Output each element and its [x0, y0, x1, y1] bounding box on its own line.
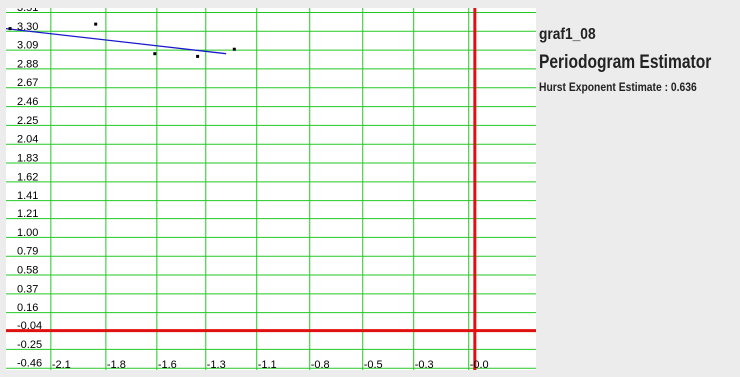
chart-title: Periodogram Estimator	[539, 52, 712, 73]
y-tick-label: 2.88	[17, 58, 38, 70]
point-layer	[8, 22, 236, 58]
y-tick-label: 2.46	[17, 96, 38, 108]
y-tick-label: 3.30	[17, 21, 38, 33]
y-tick-label: 3.09	[17, 40, 38, 52]
hurst-estimate: Hurst Exponent Estimate : 0.636	[539, 80, 711, 94]
x-tick-label: -2.1	[52, 359, 71, 370]
y-tick-label: -0.46	[17, 358, 42, 370]
x-tick-label: -1.8	[107, 359, 126, 370]
data-point	[8, 27, 12, 31]
x-tick-label: -0.5	[364, 359, 383, 370]
y-tick-label: 1.00	[17, 227, 38, 239]
y-tick-label: 0.79	[17, 246, 38, 258]
fit-layer	[6, 27, 227, 55]
chart-svg: 3.51 3.30 3.09 2.88 2.67 2.46 2.25 2.04 1.83 1.62…	[6, 8, 536, 370]
y-tick-label: 1.41	[17, 190, 38, 202]
x-tick-label: -1.1	[258, 359, 277, 370]
axis-layer	[6, 8, 536, 370]
y-tick-labels: 3.51 3.30 3.09 2.88 2.67 2.46 2.25 2.04 1.83 1.62…	[17, 8, 42, 370]
x-tick-label: -1.3	[207, 359, 226, 370]
y-tick-label: -0.04	[17, 320, 42, 332]
data-point	[196, 54, 200, 58]
chart-plot: 3.51 3.30 3.09 2.88 2.67 2.46 2.25 2.04 1.83 1.62…	[6, 8, 738, 370]
y-tick-label: 2.67	[17, 77, 38, 89]
y-tick-label: 0.58	[17, 265, 38, 277]
chart-name: graf1_08	[539, 26, 596, 43]
hurst-estimate-value: 0.636	[670, 80, 697, 94]
x-tick-label: -0.3	[415, 359, 434, 370]
y-tick-label: 2.25	[17, 115, 38, 127]
x-tick-label: -0.0	[470, 359, 489, 370]
y-tick-label: 1.83	[17, 153, 38, 165]
y-tick-label: 1.62	[17, 171, 38, 183]
data-point	[232, 47, 236, 51]
x-tick-label: -0.8	[311, 359, 330, 370]
x-tick-label: -1.6	[158, 359, 177, 370]
y-tick-label: 1.21	[17, 208, 38, 220]
grid-layer	[6, 8, 536, 370]
y-tick-label: -0.25	[17, 339, 42, 351]
chart-info-panel: graf1_08 Periodogram Estimator Hurst Exp…	[539, 26, 739, 94]
y-tick-label: 3.51	[17, 8, 38, 14]
data-point	[153, 52, 157, 56]
regression-line	[6, 27, 227, 55]
plot-background	[6, 8, 536, 370]
hurst-estimate-label: Hurst Exponent Estimate :	[539, 80, 669, 94]
y-tick-label: 0.16	[17, 302, 38, 314]
y-tick-label: 2.04	[17, 134, 38, 146]
x-tick-labels: -2.1 -1.8 -1.6 -1.3 -1.1 -0.8 -0.5 -0.3 -0.0	[52, 359, 489, 370]
y-tick-label: 0.37	[17, 283, 38, 295]
data-point	[94, 22, 98, 26]
